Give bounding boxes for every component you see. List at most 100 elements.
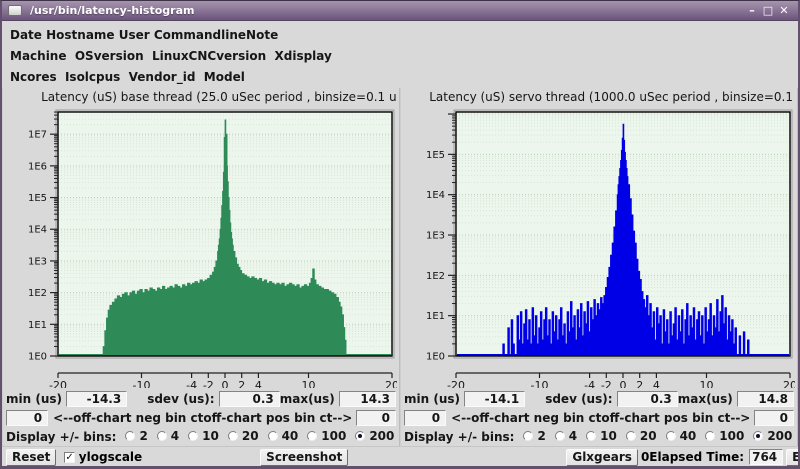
neg-bin-count-entry[interactable]: 0 [404,410,447,426]
svg-text:20: 20 [783,379,795,388]
bin-radio-label: 200 [369,429,395,443]
svg-text:-2: -2 [203,379,214,388]
radio-circle-icon [586,431,597,441]
svg-text:1E2: 1E2 [426,271,445,282]
servo-latency-chart: Latency (uS) servo thread (1000.0 uSec p… [401,88,797,388]
radio-circle-icon [267,431,278,441]
svg-text:-10: -10 [531,379,549,388]
svg-text:1E0: 1E0 [28,352,47,363]
svg-text:-20: -20 [49,379,67,388]
svg-text:1E4: 1E4 [426,190,445,201]
info-row-date: Date Hostname User CommandlineNote [10,28,279,42]
display-bins-label: Display +/- bins: [6,429,117,444]
svg-text:4: 4 [653,379,660,388]
pos-bin-count-entry[interactable]: 0 [356,410,396,426]
radio-circle-icon [523,431,534,441]
svg-text:-20: -20 [447,379,465,388]
max-label: max(us) [279,392,335,406]
info-row-ncores: Ncores Isolcpus Vendor_id Model [10,70,245,84]
ylogscale-checkbox[interactable] [64,451,75,463]
glxgears-button[interactable]: Glxgears [566,448,638,466]
radio-circle-icon [355,431,366,441]
bin-radio-100[interactable]: 100 [307,429,346,443]
bin-radio-label: 2 [537,429,546,443]
svg-text:1E5: 1E5 [426,150,445,161]
bin-radio-label: 2 [139,429,148,443]
neg-bin-count-entry[interactable]: 0 [6,410,49,426]
base-latency-chart: Latency (uS) base thread (25.0 uSec peri… [3,88,399,388]
min-label: min (us) [6,392,62,406]
pos-bin-count-entry[interactable]: 0 [754,410,794,426]
radio-circle-icon [625,431,636,441]
bin-radio-20[interactable]: 20 [227,429,259,443]
app-icon [8,5,22,16]
bin-radio-2[interactable]: 2 [523,429,546,443]
bin-radio-label: 4 [170,429,180,443]
bin-radio-label: 200 [767,429,793,443]
svg-text:1E3: 1E3 [426,231,445,242]
sdev-entry[interactable]: 0.3 [218,391,280,407]
pos-bin-count-label: off-chart pos bin ct--> [203,411,353,425]
bin-radio-200[interactable]: 200 [355,429,394,443]
radio-circle-icon [125,431,136,441]
svg-text:1E7: 1E7 [28,130,47,141]
bin-radio-2[interactable]: 2 [125,429,148,443]
bin-radio-label: 100 [321,429,347,443]
bin-radio-10[interactable]: 10 [586,429,617,443]
svg-text:Latency (uS) base thread (25.0: Latency (uS) base thread (25.0 uSec peri… [41,90,397,104]
glxgears-count: 0 [640,450,650,464]
svg-text:1E1: 1E1 [28,320,47,331]
sdev-label: sdev (us): [147,392,215,406]
min-entry[interactable]: -14.1 [464,391,526,407]
bin-radio-20[interactable]: 20 [625,429,657,443]
bin-radio-label: 20 [241,429,259,443]
bin-radio-label: 40 [281,429,299,443]
bin-radio-4[interactable]: 4 [554,429,577,443]
bin-radio-label: 10 [600,429,617,443]
screenshot-button[interactable]: Screenshot [260,448,349,466]
svg-text:1E5: 1E5 [28,193,47,204]
radio-circle-icon [188,431,199,441]
maximize-button-icon[interactable]: □ [762,3,774,17]
radio-circle-icon [554,431,565,441]
bin-radio-10[interactable]: 10 [188,429,219,443]
sdev-entry[interactable]: 0.3 [616,391,678,407]
svg-text:4: 4 [255,379,262,388]
bin-radio-100[interactable]: 100 [705,429,744,443]
svg-text:1E6: 1E6 [28,161,47,172]
elapsed-time-entry[interactable]: 764 [749,449,784,465]
radio-circle-icon [665,431,676,441]
close-button-icon[interactable]: ✕ [779,3,789,17]
max-entry[interactable]: 14.8 [736,391,794,407]
info-row-machine: Machine OSversion LinuxCNCversion Xdispl… [10,49,332,63]
servo-thread-panel: Latency (uS) servo thread (1000.0 uSec p… [400,88,798,446]
svg-text:1E1: 1E1 [426,311,445,322]
min-entry[interactable]: -14.3 [66,391,128,407]
display-bins-label: Display +/- bins: [404,429,515,444]
svg-text:1E4: 1E4 [28,225,47,236]
system-info-rows: Date Hostname User CommandlineNote Machi… [2,21,798,88]
max-entry[interactable]: 14.3 [338,391,396,407]
radio-circle-icon [227,431,238,441]
pos-bin-count-label: off-chart pos bin ct--> [601,411,751,425]
bin-radio-label: 20 [639,429,657,443]
display-bins-radios: 2 4 10 20 40 100 200 [116,429,394,444]
svg-text:2: 2 [238,379,245,388]
bin-radio-40[interactable]: 40 [267,429,299,443]
display-bins-radios: 2 4 10 20 40 100 200 [514,429,792,444]
svg-text:Latency (uS) servo thread (100: Latency (uS) servo thread (1000.0 uSec p… [429,90,795,104]
svg-text:0: 0 [620,379,627,388]
titlebar[interactable]: /usr/bin/latency-histogram – □ ✕ [2,1,798,21]
svg-text:-4: -4 [186,379,197,388]
window-title: /usr/bin/latency-histogram [30,4,195,17]
exit-button[interactable]: Exit [786,448,798,466]
reset-button[interactable]: Reset [6,448,57,466]
svg-text:20: 20 [385,379,397,388]
radio-circle-icon [307,431,318,441]
bin-radio-40[interactable]: 40 [665,429,696,443]
bin-radio-200[interactable]: 200 [753,429,792,443]
svg-text:1E3: 1E3 [28,256,47,267]
bin-radio-4[interactable]: 4 [156,429,180,443]
minimize-button-icon[interactable]: – [749,3,755,17]
